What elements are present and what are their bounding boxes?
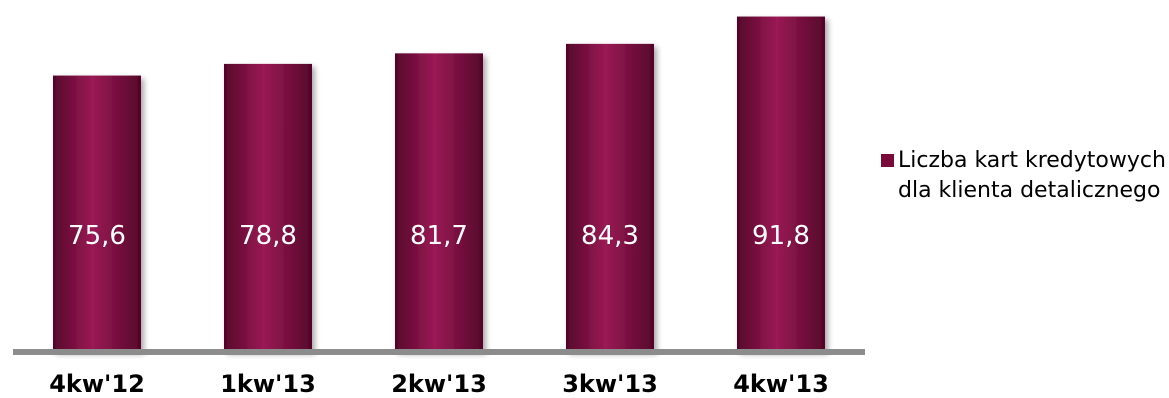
bar-2 (395, 53, 483, 352)
bars-layer (53, 16, 825, 352)
legend-label: Liczba kart kredytowych dla klienta deta… (898, 148, 1166, 203)
category-label-1: 1kw'13 (220, 370, 316, 398)
labels-layer: 75,6 4kw'12 78,8 1kw'13 81,7 2kw'13 84,3 3kw'13… (49, 221, 829, 398)
bar-0 (53, 75, 141, 352)
category-label-4: 4kw'13 (733, 370, 829, 398)
legend: Liczba kart kredytowych dla klienta deta… (881, 146, 1166, 206)
bar-4 (737, 16, 825, 352)
category-label-2: 2kw'13 (391, 370, 487, 398)
bar-value-label-2: 81,7 (410, 221, 468, 251)
bar-value-label-4: 91,8 (752, 221, 810, 251)
category-label-3: 3kw'13 (562, 370, 658, 398)
bar-value-label-1: 78,8 (239, 221, 297, 251)
bar-value-label-3: 84,3 (581, 221, 639, 251)
category-label-0: 4kw'12 (49, 370, 145, 398)
bar-1 (224, 63, 312, 351)
legend-swatch (881, 154, 894, 167)
bar-value-label-0: 75,6 (68, 221, 126, 251)
x-axis-line (13, 349, 865, 355)
bar-3 (566, 43, 654, 351)
